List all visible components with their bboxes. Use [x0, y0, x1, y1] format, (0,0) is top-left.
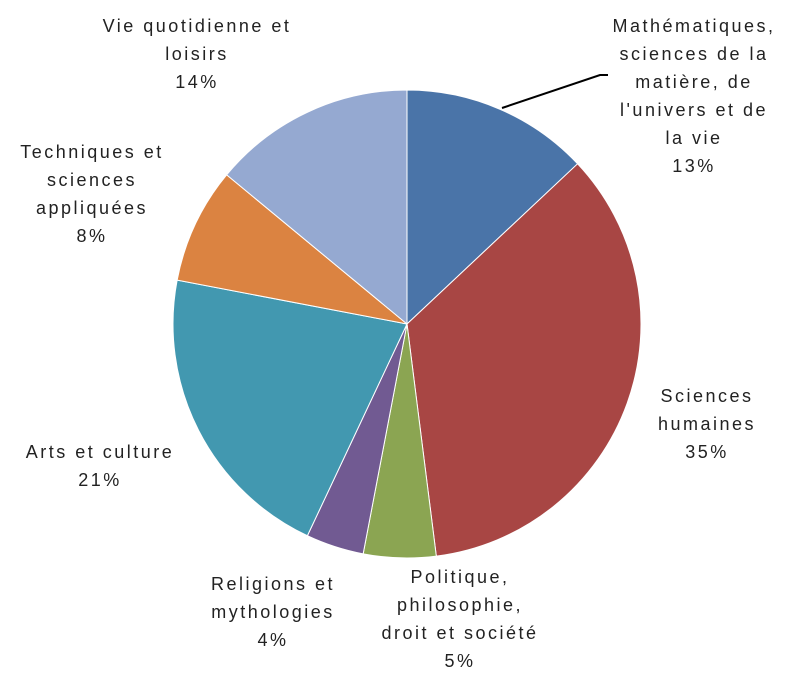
slice-label: Sciences humaines 35%	[648, 382, 766, 466]
pie-slice	[406, 89, 579, 326]
percent-label: 21%	[78, 470, 122, 490]
slice-label: Mathématiques, sciences de la matière, d…	[608, 12, 780, 180]
category-name: Mathématiques, sciences de la matière, d…	[612, 16, 776, 148]
slice-label: Politique, philosophie, droit et société…	[380, 563, 540, 675]
category-name: Vie quotidienne et loisirs	[102, 16, 292, 64]
slice-label: Religions et mythologies 4%	[200, 570, 346, 654]
category-name: Sciences humaines	[657, 386, 757, 434]
percent-label: 5%	[444, 651, 476, 671]
category-name: Religions et mythologies	[210, 574, 336, 622]
category-name: Politique, philosophie, droit et société	[381, 567, 539, 643]
pie-slice	[406, 163, 642, 557]
pie-slice	[225, 89, 408, 326]
percent-label: 13%	[672, 156, 716, 176]
slice-label: Techniques et sciences appliquées 8%	[8, 138, 176, 250]
percent-label: 14%	[175, 72, 219, 92]
leader-line	[501, 74, 608, 109]
category-name: Arts et culture	[25, 442, 175, 462]
pie-slice	[176, 174, 408, 325]
category-name: Techniques et sciences appliquées	[20, 142, 164, 218]
percent-label: 35%	[685, 442, 729, 462]
percent-label: 4%	[257, 630, 289, 650]
slice-label: Arts et culture 21%	[5, 438, 195, 494]
percent-label: 8%	[76, 226, 108, 246]
slice-label: Vie quotidienne et loisirs 14%	[100, 12, 294, 96]
pie-slice	[172, 279, 408, 537]
